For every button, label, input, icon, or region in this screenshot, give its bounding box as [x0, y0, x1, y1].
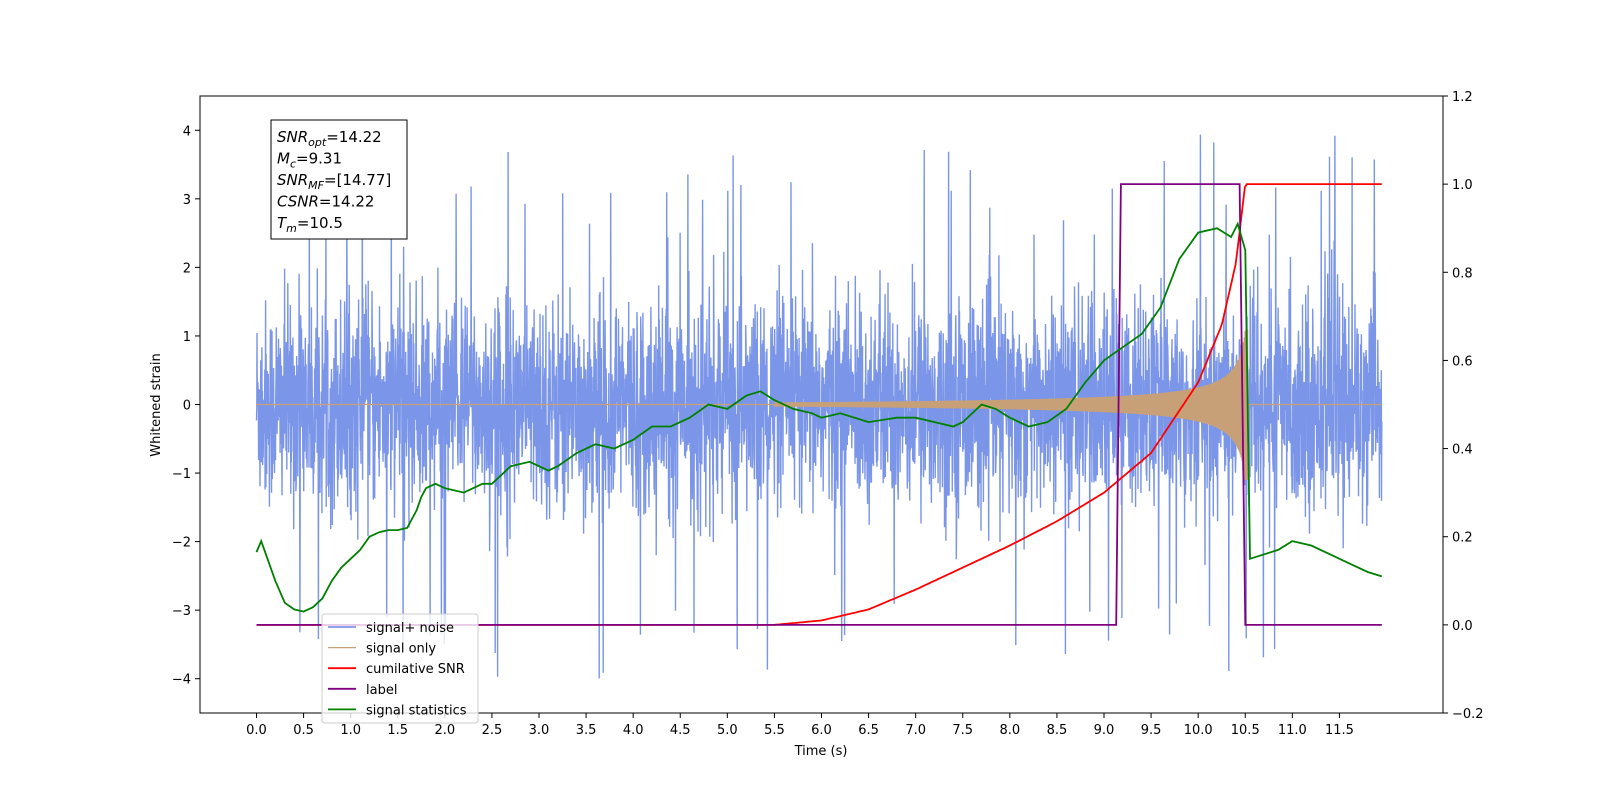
y-axis-left: 4 3 2 1 0 −1 −2 −3 −4: [172, 124, 200, 688]
y-right-tick-label: 1.0: [1452, 178, 1473, 193]
x-tick-label: 4.0: [623, 723, 644, 738]
legend-label: label: [366, 683, 397, 698]
x-tick-label: 9.5: [1141, 723, 1162, 738]
series-signal-statistics: [255, 221, 1383, 613]
x-tick-label: 0.5: [293, 723, 314, 738]
x-tick-label: 0.0: [246, 723, 267, 738]
x-axis-label: Time (s): [794, 744, 848, 759]
y-tick-label: 4: [183, 124, 191, 139]
y-right-tick-label: 0.2: [1452, 531, 1473, 546]
x-tick-label: 3.0: [529, 723, 550, 738]
y-tick-label: −4: [172, 673, 191, 688]
y-right-tick-label: 0.6: [1452, 354, 1473, 369]
annotation-line: Mc=9.31: [277, 150, 342, 171]
y-tick-label: 0: [183, 399, 191, 414]
x-tick-label: 11.0: [1278, 723, 1307, 738]
series-signal-noise: [255, 132, 1383, 679]
y-right-tick-label: 0.8: [1452, 266, 1473, 281]
x-tick-label: 5.0: [717, 723, 738, 738]
x-tick-label: 2.5: [482, 723, 503, 738]
legend-label: signal statistics: [366, 703, 467, 718]
legend-frame: [321, 613, 479, 724]
y-tick-label: −2: [172, 536, 191, 551]
x-tick-label: 11.5: [1325, 723, 1354, 738]
x-tick-label: 10.5: [1231, 723, 1260, 738]
x-tick-label: 7.5: [952, 723, 973, 738]
x-tick-label: 8.5: [1047, 723, 1068, 738]
legend-label: cumilative SNR: [366, 662, 465, 677]
x-tick-label: 7.0: [905, 723, 926, 738]
x-tick-label: 4.5: [670, 723, 691, 738]
y-tick-label: 2: [183, 261, 191, 276]
annotation-line: CSNR=14.22: [277, 193, 374, 211]
y-tick-label: 1: [183, 330, 191, 345]
y-right-tick-label: 1.2: [1452, 90, 1473, 105]
x-tick-label: 9.0: [1094, 723, 1115, 738]
series-signal-only: [256, 329, 1382, 480]
x-tick-label: 10.0: [1184, 723, 1213, 738]
series-label: [256, 183, 1382, 626]
y-right-tick-label: −0.2: [1452, 707, 1484, 722]
y-right-tick-label: 0.4: [1452, 443, 1473, 458]
annotation-line: SNRMF=[14.77]: [277, 171, 391, 192]
legend-label: signal+ noise: [366, 621, 454, 636]
x-tick-label: 6.0: [811, 723, 832, 738]
annotation-line: SNRopt=14.22: [277, 128, 382, 149]
annotation-box: SNRopt=14.22Mc=9.31SNRMF=[14.77]CSNR=14.…: [270, 119, 408, 240]
annotation-line: Tm=10.5: [277, 214, 343, 235]
x-tick-label: 3.5: [576, 723, 597, 738]
y-tick-label: −3: [172, 604, 191, 619]
legend: signal+ noise signal only cumilative SNR la…: [321, 613, 479, 724]
y-axis-right: 1.2 1.0 0.8 0.6 0.4 0.2 0.0 −0.2: [1443, 90, 1484, 722]
x-tick-label: 2.0: [434, 723, 455, 738]
y-tick-label: 3: [183, 193, 191, 208]
x-tick-label: 1.5: [387, 723, 408, 738]
y-right-tick-label: 0.0: [1452, 619, 1473, 634]
annotation-frame: [270, 119, 408, 240]
x-axis: 0.0 0.5 1.0 1.5 2.0 2.5 3.0 3.5 4.0 4.5 5.0 5.5 6.0 6…: [246, 713, 1354, 738]
x-tick-label: 5.5: [764, 723, 785, 738]
x-tick-label: 8.0: [999, 723, 1020, 738]
x-tick-label: 1.0: [340, 723, 361, 738]
y-axis-label: Whitened strain: [149, 353, 164, 456]
x-tick-label: 6.5: [858, 723, 879, 738]
y-tick-label: −1: [172, 467, 191, 482]
legend-label: signal only: [366, 642, 436, 657]
